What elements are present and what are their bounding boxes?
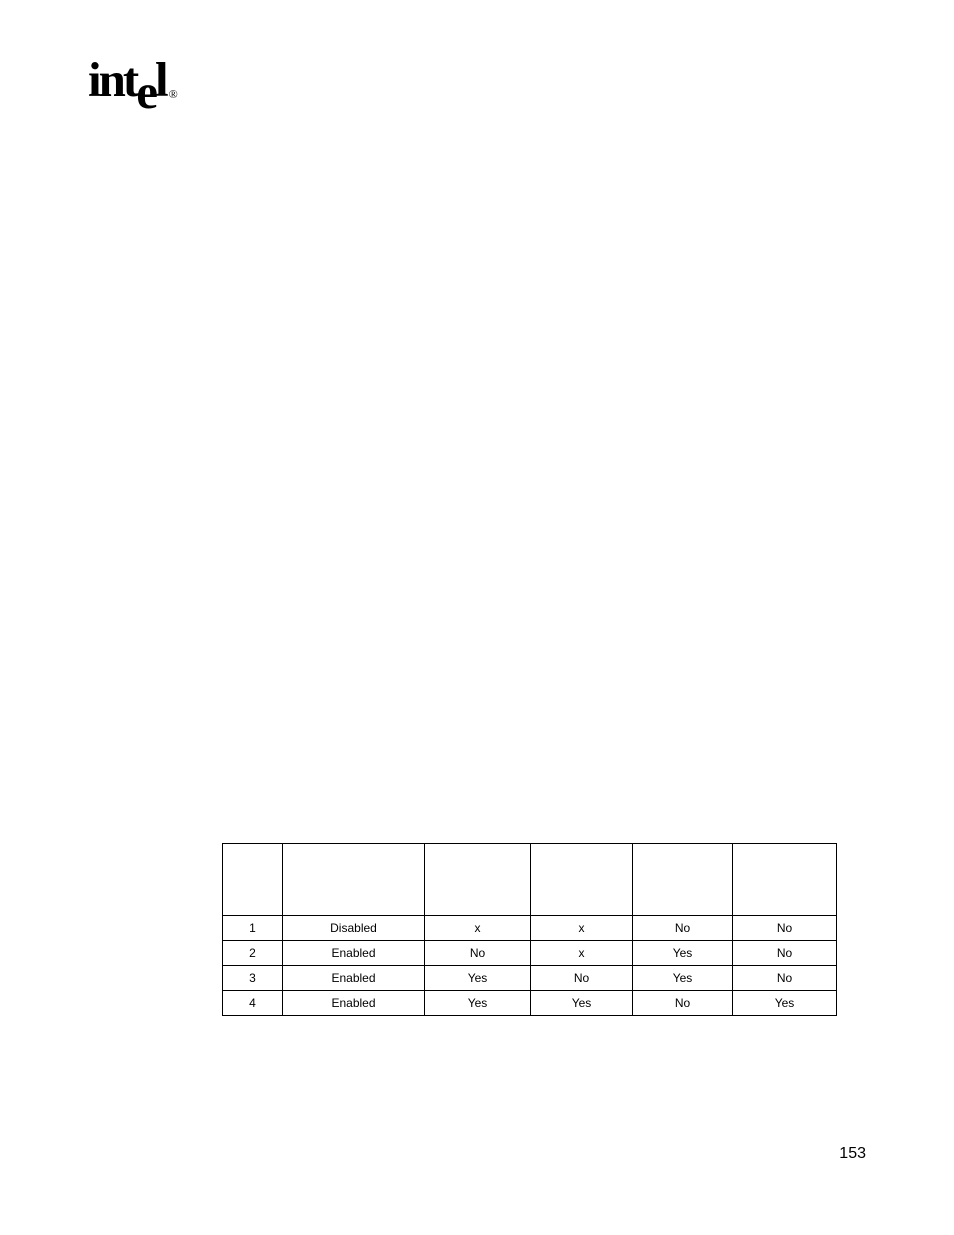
logo-text-drop: e: [136, 67, 155, 116]
table-row: 3 Enabled Yes No Yes No: [223, 966, 837, 991]
table-cell: No: [733, 916, 837, 941]
table-cell: Yes: [425, 966, 531, 991]
table-cell: x: [531, 916, 633, 941]
data-table-container: 1 Disabled x x No No 2 Enabled No x Yes …: [222, 843, 836, 1016]
table-cell: No: [633, 991, 733, 1016]
table-header-cell: [283, 844, 425, 916]
data-table: 1 Disabled x x No No 2 Enabled No x Yes …: [222, 843, 837, 1016]
logo-text-pre: int: [88, 52, 136, 107]
table-row: 4 Enabled Yes Yes No Yes: [223, 991, 837, 1016]
table-header-cell: [531, 844, 633, 916]
table-cell: x: [531, 941, 633, 966]
table-cell: x: [425, 916, 531, 941]
table-header-cell: [425, 844, 531, 916]
table-cell: No: [425, 941, 531, 966]
table-cell: 3: [223, 966, 283, 991]
table-cell: 4: [223, 991, 283, 1016]
table-cell: 2: [223, 941, 283, 966]
registered-mark: ®: [169, 87, 178, 101]
page-number: 153: [839, 1145, 866, 1163]
table-cell: Yes: [531, 991, 633, 1016]
table-header-cell: [733, 844, 837, 916]
table-cell: Disabled: [283, 916, 425, 941]
table-header-cell: [633, 844, 733, 916]
table-row: 1 Disabled x x No No: [223, 916, 837, 941]
table-cell: Yes: [733, 991, 837, 1016]
table-cell: Yes: [633, 941, 733, 966]
page-content: intel® 1 Disabled x: [88, 55, 866, 104]
table-header-cell: [223, 844, 283, 916]
table-cell: Yes: [425, 991, 531, 1016]
table-row: 2 Enabled No x Yes No: [223, 941, 837, 966]
table-cell: No: [531, 966, 633, 991]
table-cell: Enabled: [283, 966, 425, 991]
table-cell: Enabled: [283, 991, 425, 1016]
table-cell: No: [733, 966, 837, 991]
table-cell: 1: [223, 916, 283, 941]
table-cell: Enabled: [283, 941, 425, 966]
table-cell: No: [633, 916, 733, 941]
table-cell: No: [733, 941, 837, 966]
intel-logo: intel®: [88, 55, 866, 104]
table-cell: Yes: [633, 966, 733, 991]
logo-text-post: l: [155, 52, 166, 107]
table-header-row: [223, 844, 837, 916]
